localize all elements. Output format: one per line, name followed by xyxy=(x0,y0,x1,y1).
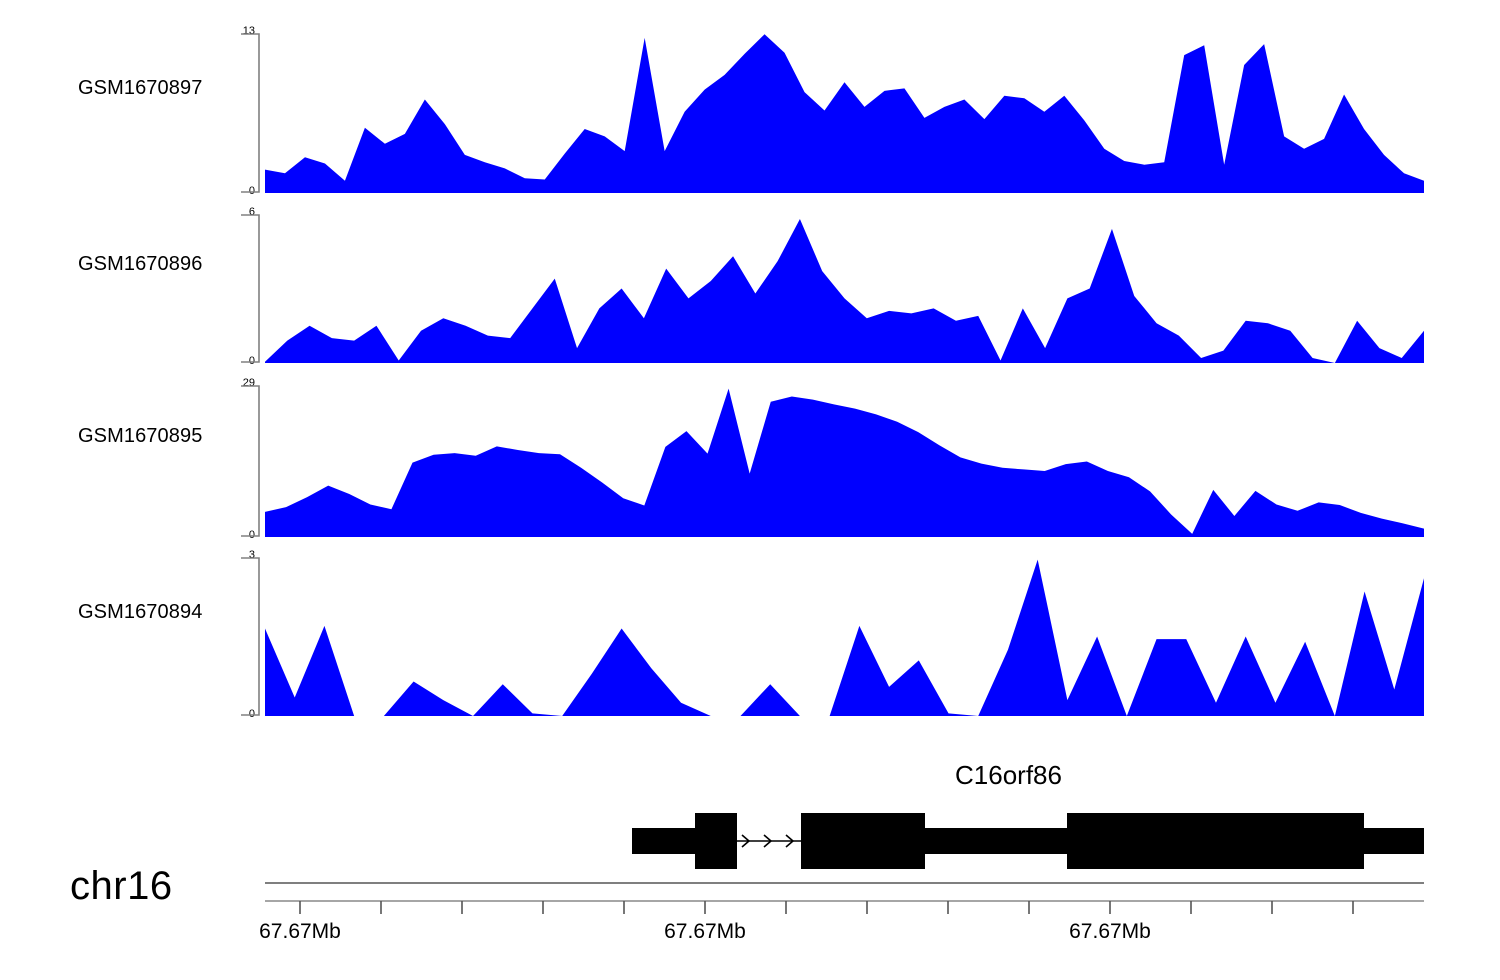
axis-max-gsm1670894: 3 xyxy=(248,549,255,561)
coverage-area-gsm1670896[interactable] xyxy=(265,214,1424,363)
axis-min-gsm1670894: 0 xyxy=(248,708,255,720)
chromosome-label: chr16 xyxy=(70,864,173,908)
coverage-area-gsm1670897[interactable] xyxy=(265,33,1424,193)
ruler-graphic[interactable] xyxy=(0,872,1500,932)
track-label-gsm1670896: GSM1670896 xyxy=(78,252,203,275)
ruler-tick-label-2: 67.67Mb xyxy=(1069,920,1151,943)
track-label-gsm1670895: GSM1670895 xyxy=(78,425,203,447)
axis-bracket-gsm1670895 xyxy=(240,385,266,537)
axis-min-gsm1670896: 0 xyxy=(248,355,255,367)
gene-model-graphic[interactable] xyxy=(0,755,1500,880)
axis-min-gsm1670897: 0 xyxy=(248,185,255,197)
axis-bracket-gsm1670897 xyxy=(240,33,266,193)
ruler-tick-label-1: 67.67Mb xyxy=(664,920,746,943)
gene-model-panel: C16orf86 xyxy=(0,755,1500,880)
gene-name-label: C16orf86 xyxy=(955,760,1062,790)
coverage-area-gsm1670895[interactable] xyxy=(265,385,1424,537)
genome-ruler-panel: chr16 67.67Mb 67.67Mb 67 xyxy=(0,864,1500,980)
track-label-gsm1670894: GSM1670894 xyxy=(78,600,203,623)
axis-max-gsm1670896: 6 xyxy=(248,206,255,218)
axis-bracket-gsm1670894 xyxy=(240,557,266,716)
ruler-tick-label-0: 67.67Mb xyxy=(259,920,341,943)
axis-min-gsm1670895: 0 xyxy=(248,529,255,541)
track-label-gsm1670897: GSM1670897 xyxy=(78,77,203,99)
axis-bracket-gsm1670896 xyxy=(240,214,266,363)
coverage-area-gsm1670894[interactable] xyxy=(265,557,1424,716)
